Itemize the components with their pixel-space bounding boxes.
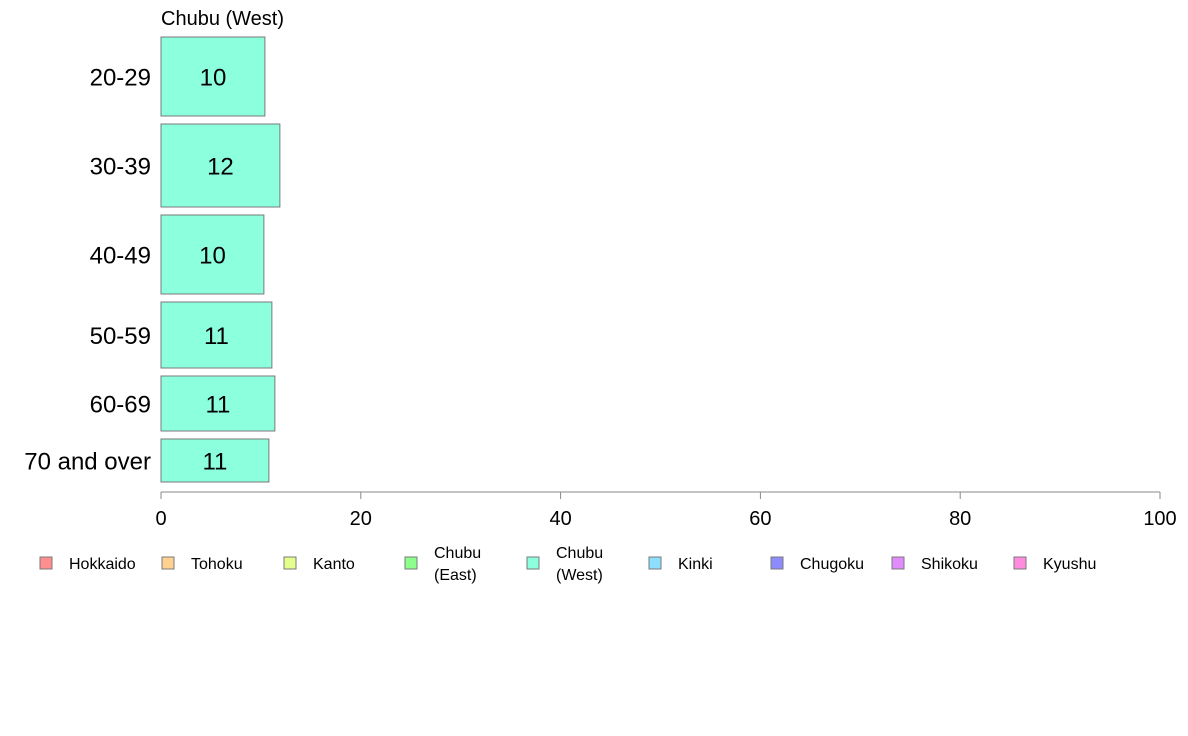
bar <box>160 375 276 432</box>
legend-swatch <box>404 556 418 570</box>
legend-swatch <box>161 556 175 570</box>
legend-label: Kinki <box>678 556 713 573</box>
x-tick-label: 100 <box>1143 508 1176 530</box>
bar <box>160 36 266 117</box>
data-label: 12 <box>207 154 234 181</box>
legend-label: Chubu (East) <box>434 545 481 584</box>
legend-label-line: (West) <box>556 567 603 584</box>
data-label: 11 <box>205 392 230 419</box>
x-tick-label: 40 <box>549 508 571 530</box>
bars-group: 20-29 10 30-39 12 40-49 10 50-59 11 60-69 11 70 an… <box>24 36 281 483</box>
legend-label: Chugoku <box>800 556 864 573</box>
legend-swatch <box>39 556 53 570</box>
legend-label-line: (East) <box>434 567 477 584</box>
category-label: 40-49 <box>90 243 151 270</box>
category-label: 70 and over <box>24 449 151 476</box>
legend-label: Shikoku <box>921 556 978 573</box>
x-tick-label: 20 <box>350 508 372 530</box>
data-label: 10 <box>199 243 226 270</box>
bar <box>160 214 265 295</box>
legend-swatch <box>770 556 784 570</box>
legend-label: Hokkaido <box>69 556 136 573</box>
bar <box>160 123 281 208</box>
x-axis: 0 20 40 60 80 100 <box>155 491 1177 530</box>
legend-swatch <box>648 556 662 570</box>
legend-swatch <box>526 556 540 570</box>
legend-label: Kyushu <box>1043 556 1096 573</box>
legend-label-line: Chubu <box>556 545 603 562</box>
category-label: 60-69 <box>90 392 151 419</box>
data-label: 10 <box>200 65 227 92</box>
legend-label-line: Chubu <box>434 545 481 562</box>
legend: Hokkaido Tohoku Kanto Chubu (East) Chubu (West… <box>39 545 1096 584</box>
legend-swatch <box>283 556 297 570</box>
bar <box>160 301 273 369</box>
legend-label: Tohoku <box>191 556 243 573</box>
data-label: 11 <box>202 449 227 476</box>
x-tick-label: 60 <box>749 508 771 530</box>
legend-swatch <box>891 556 905 570</box>
panel-title: Chubu (West) <box>161 8 284 30</box>
legend-swatch <box>1013 556 1027 570</box>
x-tick-label: 80 <box>949 508 971 530</box>
category-label: 30-39 <box>90 154 151 181</box>
x-tick-label: 0 <box>155 508 166 530</box>
legend-label: Kanto <box>313 556 355 573</box>
bar <box>160 438 270 483</box>
data-label: 11 <box>204 323 229 350</box>
category-label: 20-29 <box>90 65 151 92</box>
category-label: 50-59 <box>90 323 151 350</box>
legend-label: Chubu (West) <box>556 545 603 584</box>
